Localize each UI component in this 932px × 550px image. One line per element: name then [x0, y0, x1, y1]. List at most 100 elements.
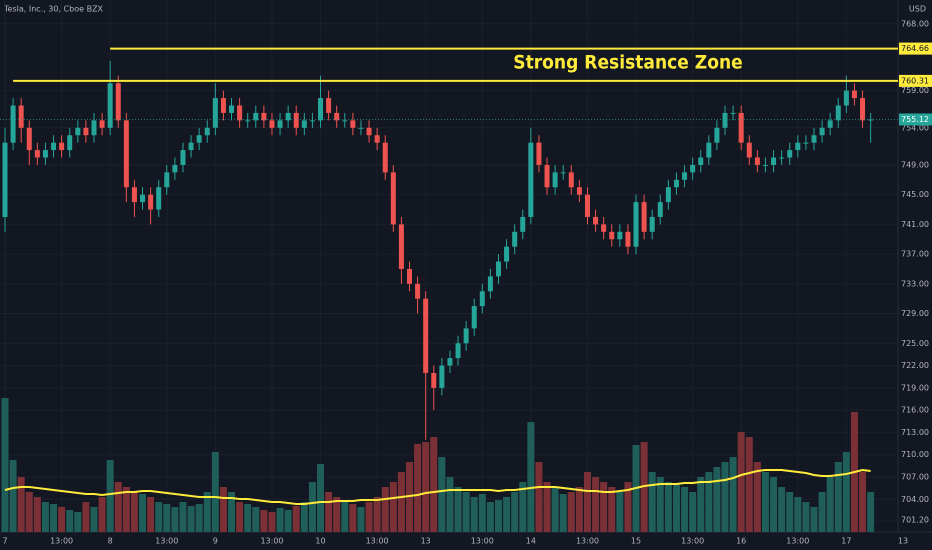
volume-bar	[818, 492, 826, 532]
volume-bar	[648, 472, 656, 532]
volume-bar	[446, 477, 454, 532]
candle-body	[326, 98, 332, 113]
volume-bar	[713, 467, 721, 532]
candle-body	[293, 112, 299, 128]
y-tick-label: 716.00	[901, 406, 929, 415]
volume-bar	[373, 497, 381, 532]
candle-body	[398, 224, 404, 269]
volume-bar	[106, 460, 114, 532]
candle-body	[641, 202, 647, 232]
volume-bar	[867, 492, 875, 532]
volume-bar	[155, 502, 163, 532]
volume-bar	[341, 502, 349, 532]
volume-bar	[130, 492, 138, 532]
volume-bar	[486, 502, 494, 532]
candle-body	[91, 120, 97, 136]
volume-bar	[519, 482, 527, 532]
volume-bar	[745, 437, 753, 532]
candle-body	[156, 187, 162, 210]
volume-bar	[171, 507, 179, 532]
candle-body	[269, 120, 275, 128]
volume-bar	[664, 482, 672, 532]
y-tick-label: 704.00	[901, 495, 929, 504]
volume-bar	[252, 507, 260, 532]
candle-body	[334, 112, 340, 121]
y-tick-label: 733.00	[901, 279, 929, 288]
candle-body	[520, 216, 526, 232]
volume-bar	[761, 472, 769, 532]
volume-bar	[575, 487, 583, 532]
volume-bar	[778, 487, 786, 532]
candle-body	[245, 120, 251, 122]
candle-body	[730, 112, 736, 114]
candle-body	[860, 98, 866, 121]
candle-body	[439, 365, 445, 388]
x-tick-label: 13:00	[260, 537, 283, 546]
y-tick-label: 725.00	[901, 339, 929, 348]
volume-bar	[826, 477, 834, 532]
volume-bar	[268, 512, 276, 532]
volume-bar	[608, 487, 616, 532]
level-badge	[899, 74, 932, 87]
x-tick-label: 16	[736, 537, 746, 546]
candle-body	[528, 142, 534, 217]
candle-body	[795, 142, 801, 151]
candle-body	[140, 194, 146, 203]
candle-body	[754, 157, 760, 165]
volume-bar	[834, 462, 842, 532]
candle-body	[722, 112, 728, 128]
candle-body	[584, 194, 590, 217]
candle-body	[366, 127, 372, 136]
volume-bar	[147, 497, 155, 532]
volume-bar	[9, 460, 17, 532]
volume-bar	[260, 510, 268, 532]
candle-body	[220, 98, 226, 113]
volume-bar	[583, 472, 591, 532]
volume-bar	[543, 482, 551, 532]
volume-bar	[616, 492, 624, 532]
y-tick-label: 754.00	[901, 123, 929, 132]
x-tick-label: 14	[526, 537, 536, 546]
candle-body	[560, 172, 566, 174]
candle-body	[10, 105, 16, 143]
candle-body	[131, 187, 137, 203]
volume-bar	[308, 482, 316, 532]
volume-bar	[600, 482, 608, 532]
candle-body	[431, 372, 437, 388]
volume-bar	[794, 497, 802, 532]
volume-bar	[737, 432, 745, 532]
x-tick-label: 17	[841, 537, 851, 546]
volume-bar	[753, 462, 761, 532]
candle-body	[787, 150, 793, 158]
volume-bar	[139, 494, 147, 532]
volume-bar	[25, 492, 33, 532]
volume-bar	[397, 472, 405, 532]
y-tick-label: 729.00	[901, 309, 929, 318]
candle-body	[350, 120, 356, 128]
x-tick-label: 13:00	[576, 537, 599, 546]
candle-body	[423, 298, 429, 373]
last-price-label: 755.12	[901, 115, 929, 124]
volume-bar	[842, 452, 850, 532]
y-tick-label: 719.00	[901, 383, 929, 392]
volume-bar	[219, 487, 227, 532]
volume-ma-line	[4, 468, 871, 505]
volume-bar	[656, 477, 664, 532]
volume-bar	[478, 494, 486, 532]
candle-body	[811, 135, 817, 143]
candle-body	[819, 127, 825, 136]
volume-bar	[98, 497, 106, 532]
y-tick-label: 713.00	[901, 428, 929, 437]
candle-body	[277, 120, 283, 128]
y-tick-label: 749.00	[901, 160, 929, 169]
candle-body	[148, 194, 154, 210]
volume-bar	[203, 492, 211, 532]
candle-body	[180, 150, 186, 165]
chart-title: Tesla, Inc., 30, Cboe BZX	[3, 5, 104, 14]
candle-body	[415, 283, 421, 299]
volume-bar	[66, 510, 74, 532]
volume-bar	[33, 497, 41, 532]
candle-body	[172, 164, 178, 173]
volume-bar	[349, 504, 357, 532]
candle-body	[714, 127, 720, 143]
